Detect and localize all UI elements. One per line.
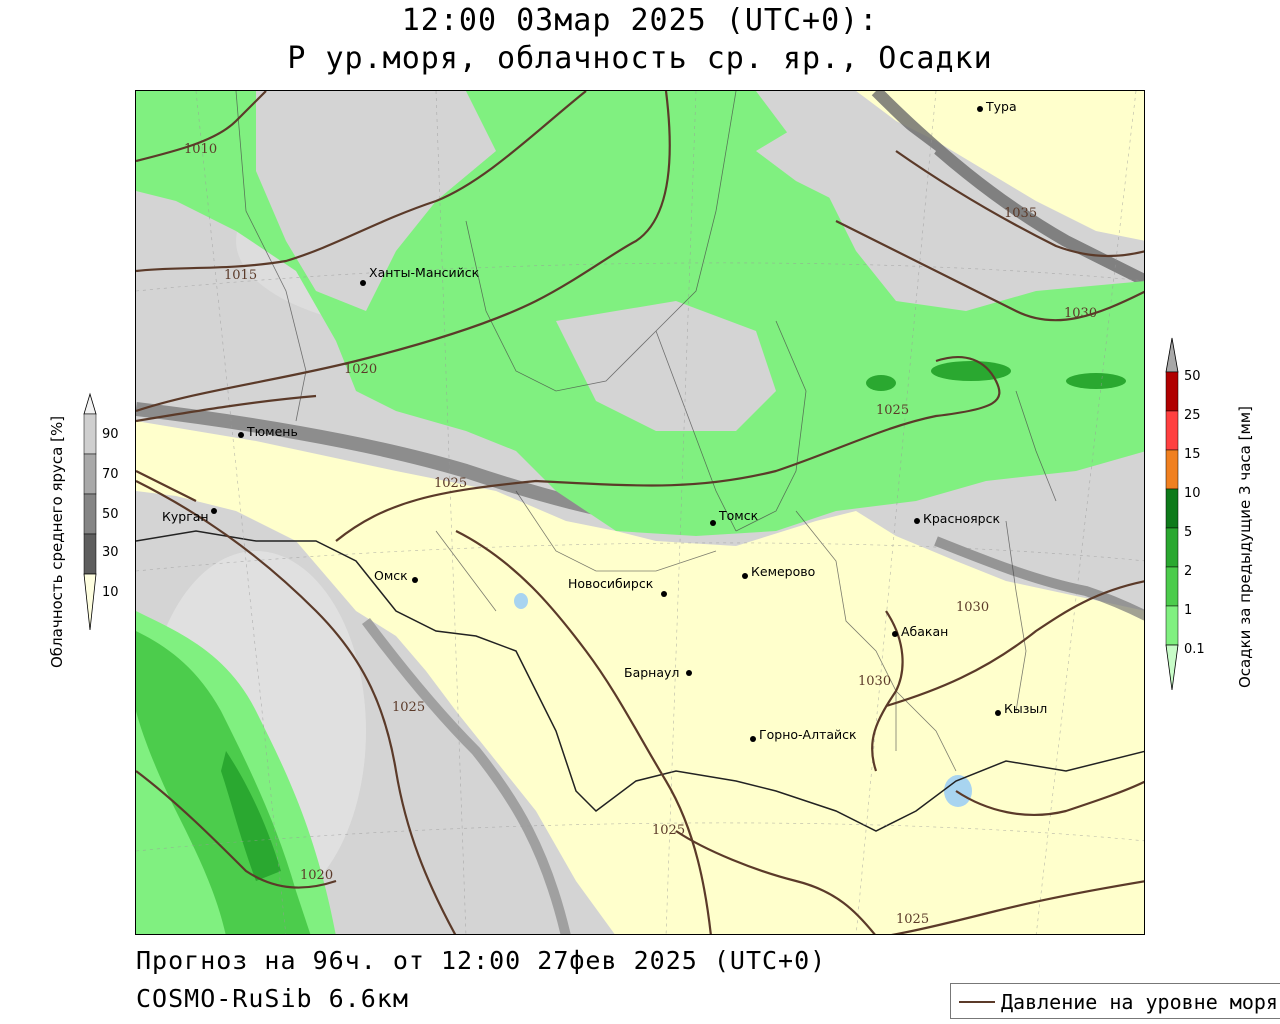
precip-scale-title: Осадки за предыдущие 3 часа [мм] [1236,406,1254,688]
cloud-colorbar-band [83,413,97,455]
clear-area-south [136,421,1144,934]
isobars [136,91,1144,934]
precip-tick: 50 [1184,369,1201,384]
isobar-label: 1020 [344,362,377,377]
cloud-tick: 90 [102,427,119,442]
cloud-band-dark [362,617,571,934]
cloud-tick: 30 [102,545,119,560]
cloud-scale-title: Облачность среднего яруса [%] [48,415,66,668]
isobar-label: 1010 [184,142,217,157]
precip-grey-gap [756,91,936,211]
forecast-map[interactable]: 1010 1015 1020 1025 1025 1030 1035 1025 … [135,90,1145,935]
isobar-label: 1025 [434,476,467,491]
precip-tick: 25 [1184,408,1201,423]
forecast-info: Прогноз на 96ч. от 12:00 27фев 2025 (UTC… [136,946,827,975]
isobar-label: 1030 [956,600,989,615]
city-markers [211,106,1001,742]
cloud-tick: 70 [102,467,119,482]
precip-tick: 10 [1184,486,1201,501]
precip-colorbar-cap [1165,644,1179,691]
city-label-abakan: Абакан [901,624,948,639]
isobar-label: 1025 [876,403,909,418]
isobar-label: 1020 [300,868,333,883]
precip-colorbar-band [1165,605,1179,646]
precip-colorbar-band [1165,449,1179,490]
precip-colorbar-band [1165,371,1179,412]
cloud-tick: 10 [102,585,119,600]
cloud-colorbar-band [83,533,97,575]
precip-tick: 2 [1184,564,1193,579]
city-label-tyumen: Тюмень [246,424,298,439]
precip-colorbar-cap [1165,337,1179,373]
isobar-label: 1025 [392,700,425,715]
isobar-label: 1025 [652,823,685,838]
precip-grey-gap [256,91,496,311]
city-label-tura: Тура [985,99,1017,114]
isobar-label: 1015 [224,268,257,283]
pressure-legend: Давление на уровне моря [950,983,1280,1019]
pressure-legend-swatch [959,1001,995,1003]
precip-colorbar-band [1165,488,1179,529]
lake [514,593,528,609]
cloud-colorbar-cap [83,573,97,631]
clear-area-northeast [856,91,1144,241]
precip-grey-gap [556,301,776,431]
cloud-band-dark [934,536,1144,621]
model-info: COSMO-RuSib 6.6км [136,984,409,1013]
precip-cell [866,375,896,391]
precip-cell [931,361,1011,381]
city-label-omsk: Омск [374,568,408,583]
precip-tick: 0.1 [1184,642,1205,657]
precip-colorbar-band [1165,410,1179,451]
cloud-colorbar-band [83,493,97,535]
pressure-legend-label: Давление на уровне моря [1001,990,1278,1014]
precip-colorbar-band [1165,566,1179,607]
isobar-label: 1030 [1064,306,1097,321]
city-label-gorno-altaysk: Горно-Алтайск [759,727,857,742]
cloud-colorbar-band [83,453,97,495]
precip-tick: 1 [1184,603,1193,618]
city-label-kyzyl: Кызыл [1004,701,1047,716]
cloud-band-dark [871,91,1144,287]
precip-colorbar-band [1165,527,1179,568]
precip-tick: 5 [1184,525,1193,540]
city-label-khanty-mansiysk: Ханты-Мансийск [369,265,480,280]
cloud-tick: 50 [102,507,119,522]
cloud-colorbar [83,392,97,631]
city-label-tomsk: Томск [718,508,759,523]
city-label-krasnoyarsk: Красноярск [923,511,1000,526]
precip-area-southwest-core [221,751,281,881]
city-label-kurgan: Курган [162,509,209,524]
city-label-kemerovo: Кемерово [751,564,815,579]
isobar-label: 1035 [1004,206,1037,221]
map-title-line2: P ур.моря, облачность ср. яр., Осадки [287,41,993,76]
graticule [136,91,1144,934]
precip-colorbar [1165,337,1179,691]
precip-tick: 15 [1184,447,1201,462]
national-border [136,530,1144,832]
city-label-novosibirsk: Новосибирск [568,576,654,591]
precip-cell [1066,373,1126,389]
cloud-colorbar-cap [83,392,97,415]
map-title-line1: 12:00 03мар 2025 (UTC+0): [401,3,879,38]
isobar-label: 1025 [896,912,929,927]
isobar-label: 1030 [858,674,891,689]
regional-border [235,91,1057,772]
city-label-barnaul: Барнаул [624,665,679,680]
